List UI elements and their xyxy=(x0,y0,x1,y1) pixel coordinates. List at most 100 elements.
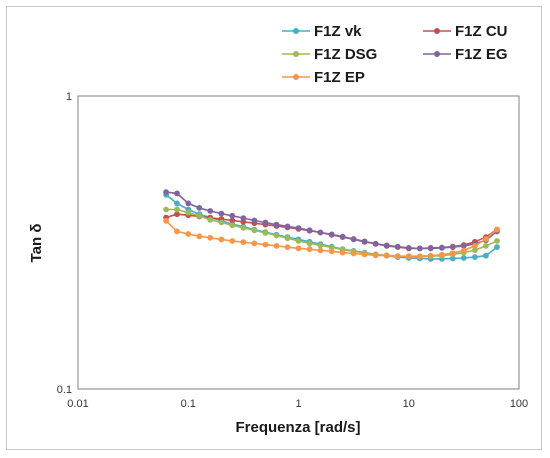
data-point xyxy=(472,254,478,260)
data-point xyxy=(372,252,379,259)
data-point xyxy=(229,212,236,219)
data-point xyxy=(196,205,203,211)
data-point xyxy=(273,221,280,228)
legend-swatch-marker xyxy=(293,74,299,80)
legend-swatch-marker xyxy=(293,51,299,57)
data-point xyxy=(306,227,313,234)
data-point xyxy=(262,241,269,248)
data-point xyxy=(339,234,346,241)
legend-item: F1Z DSG xyxy=(282,46,377,63)
data-point xyxy=(295,225,302,232)
y-tick-label: 1 xyxy=(66,91,72,103)
data-point xyxy=(405,245,412,251)
data-point xyxy=(361,238,368,245)
data-point xyxy=(207,234,214,241)
data-point xyxy=(185,231,192,237)
data-point xyxy=(494,238,500,244)
data-point xyxy=(394,253,401,260)
data-point xyxy=(207,216,214,223)
data-point xyxy=(251,217,258,224)
data-point xyxy=(284,223,291,230)
chart-svg: Frequenza [rad/s] Tan δ 0.01 0.1 1 10 100 10… xyxy=(28,23,528,436)
data-point xyxy=(427,245,434,252)
data-point xyxy=(460,255,467,261)
x-axis-title: Frequenza [rad/s] xyxy=(235,419,360,436)
data-point xyxy=(394,243,401,250)
y-axis-title: Tan δ xyxy=(28,224,45,263)
data-point xyxy=(163,189,170,196)
legend-item: F1Z EP xyxy=(282,69,365,86)
data-point xyxy=(483,243,489,249)
data-point xyxy=(372,240,379,247)
data-point xyxy=(163,217,170,224)
data-point xyxy=(207,208,214,214)
y-tick-labels: 10.1 xyxy=(57,91,72,396)
data-point xyxy=(472,243,478,249)
legend: F1Z vk F1Z CU F1Z DSG F1Z EG F1Z EP xyxy=(282,23,508,86)
data-point xyxy=(317,242,324,249)
legend-swatch-marker xyxy=(434,28,440,34)
data-point xyxy=(196,233,203,240)
data-point xyxy=(317,247,324,254)
data-point xyxy=(494,244,500,251)
plot-area xyxy=(77,95,520,390)
data-point xyxy=(383,242,390,249)
data-point xyxy=(416,245,423,252)
legend-item: F1Z EG xyxy=(423,46,508,63)
legend-label: F1Z DSG xyxy=(314,46,377,63)
data-point xyxy=(295,245,302,252)
x-tick-label: 10 xyxy=(403,398,415,410)
data-point xyxy=(427,252,434,259)
data-point xyxy=(284,235,291,242)
legend-label: F1Z vk xyxy=(314,23,362,40)
data-point xyxy=(174,228,180,235)
data-point xyxy=(240,224,247,231)
data-point xyxy=(229,222,236,229)
data-point xyxy=(218,210,225,217)
legend-label: F1Z EG xyxy=(455,46,508,63)
data-point xyxy=(350,236,357,243)
data-point xyxy=(163,206,170,213)
data-point xyxy=(174,211,180,218)
data-point xyxy=(174,200,180,207)
data-point xyxy=(449,250,456,256)
data-point xyxy=(405,253,412,260)
y-tick-label: 0.1 xyxy=(57,384,72,396)
data-point xyxy=(273,243,280,249)
data-point xyxy=(240,239,247,246)
data-point xyxy=(251,227,258,234)
data-point xyxy=(229,238,236,244)
data-point xyxy=(240,215,247,222)
data-point xyxy=(328,248,335,255)
series-3 xyxy=(163,189,500,252)
data-point xyxy=(174,190,180,197)
data-point xyxy=(449,244,456,251)
series-layer xyxy=(163,189,500,262)
data-point xyxy=(439,251,445,258)
data-point xyxy=(218,219,225,226)
x-tick-label: 100 xyxy=(510,398,528,410)
x-tick-label: 0.1 xyxy=(181,398,196,410)
data-point xyxy=(262,230,269,236)
x-tick-labels: 0.01 0.1 1 10 100 xyxy=(67,398,528,410)
data-point xyxy=(472,247,478,254)
data-point xyxy=(350,250,357,257)
data-point xyxy=(174,206,180,213)
data-point xyxy=(494,226,500,233)
data-point xyxy=(295,238,302,244)
data-point xyxy=(196,212,203,219)
data-point xyxy=(317,229,324,236)
data-point xyxy=(306,240,313,247)
data-point xyxy=(416,253,423,260)
data-point xyxy=(185,209,192,216)
data-point xyxy=(439,245,445,251)
data-point xyxy=(460,243,467,249)
data-point xyxy=(218,236,225,243)
data-point xyxy=(339,249,346,256)
legend-label: F1Z EP xyxy=(314,69,365,86)
data-point xyxy=(383,252,390,259)
data-point xyxy=(306,246,313,253)
legend-swatch-marker xyxy=(434,51,440,57)
data-point xyxy=(229,217,236,224)
